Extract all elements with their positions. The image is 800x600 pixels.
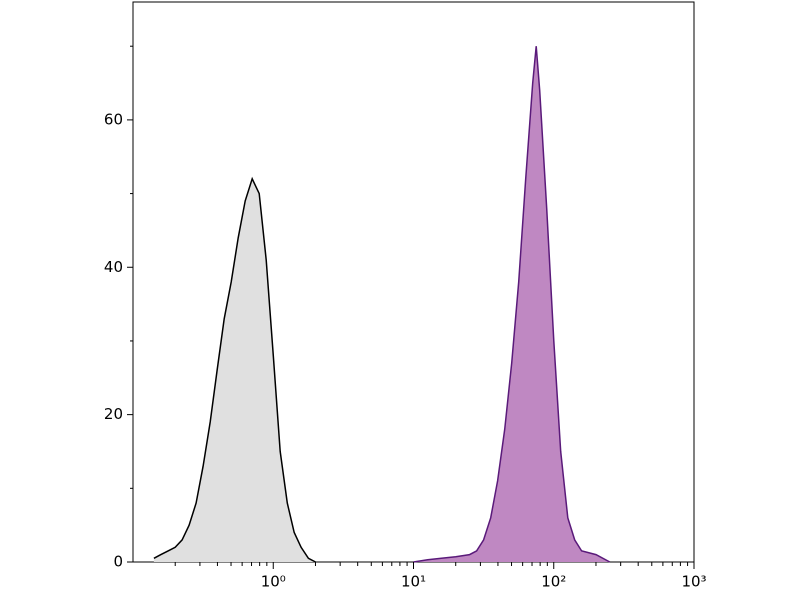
x-tick-label: 10³ <box>681 573 706 591</box>
x-tick-label: 10² <box>541 573 566 591</box>
y-tick-label: 0 <box>113 553 123 571</box>
x-tick-label: 10⁰ <box>261 573 286 591</box>
y-tick-label: 60 <box>104 110 123 128</box>
x-tick-label: 10¹ <box>401 573 426 591</box>
histogram-outline <box>413 46 611 563</box>
histogram-area <box>153 178 316 563</box>
histogram-area <box>413 46 610 562</box>
histogram-outline <box>153 176 316 563</box>
y-tick-label: 20 <box>104 405 123 423</box>
y-tick-label: 40 <box>104 258 123 276</box>
